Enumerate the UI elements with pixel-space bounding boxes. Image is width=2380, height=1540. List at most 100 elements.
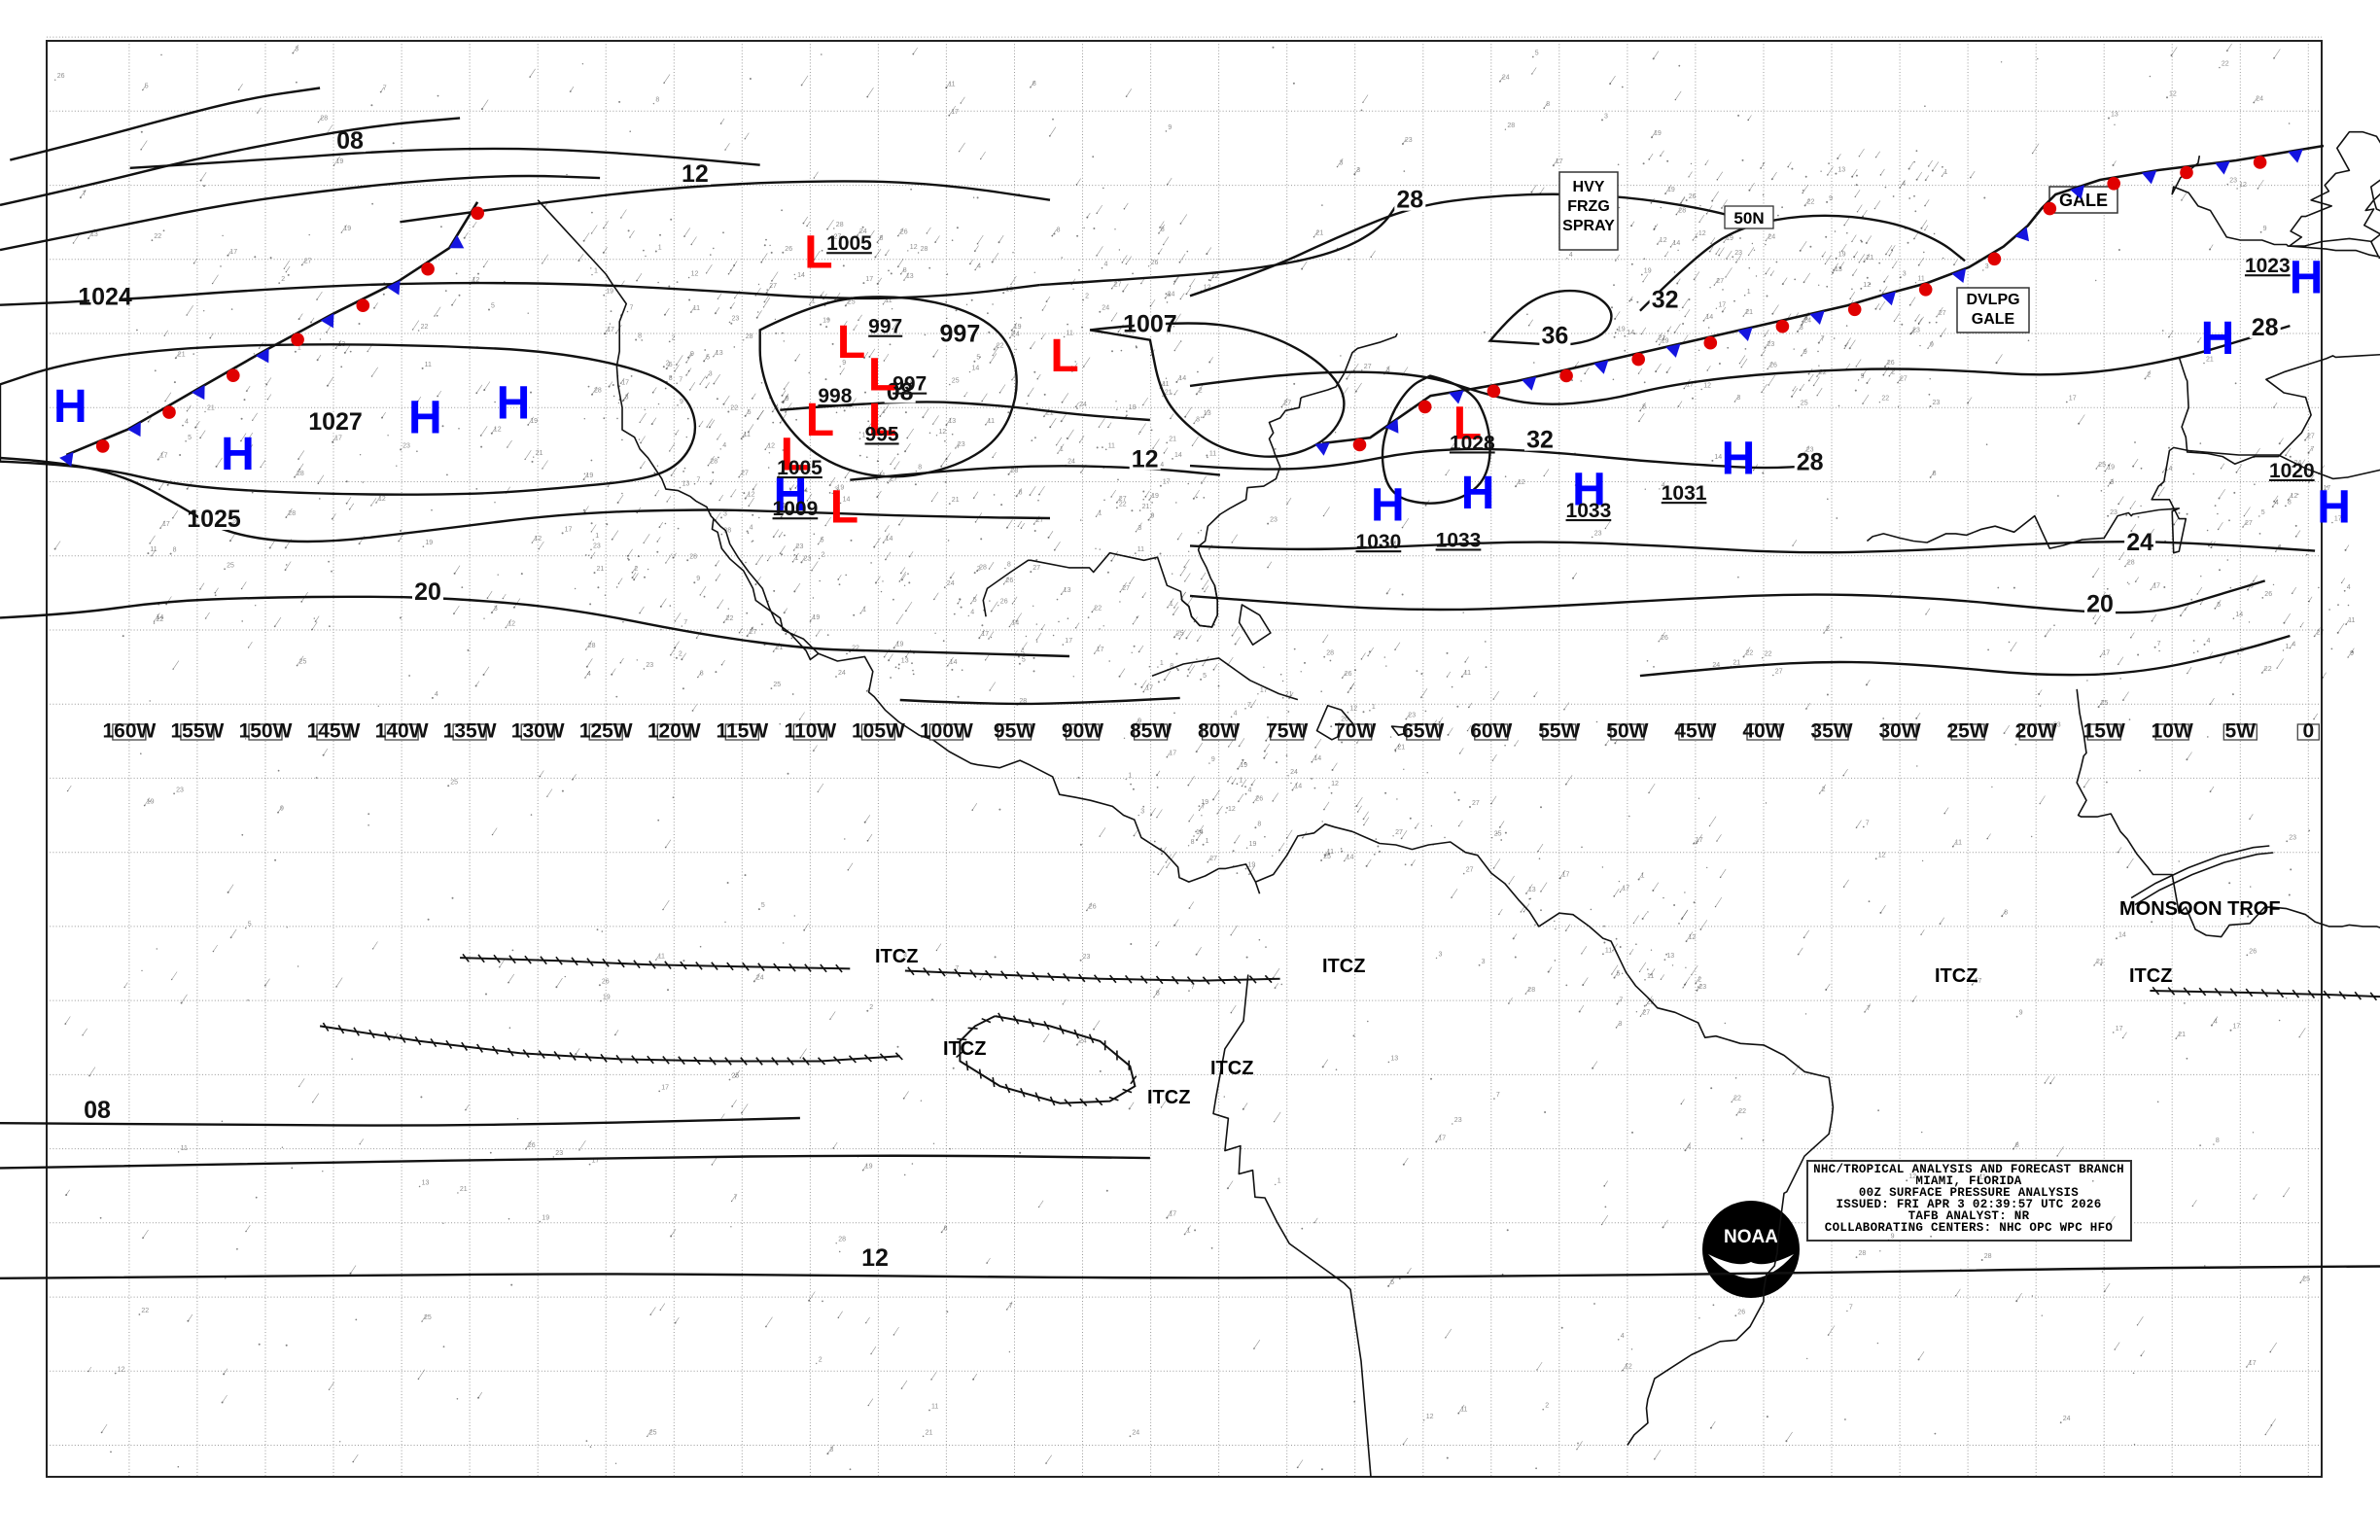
svg-text:1: 1 bbox=[1187, 1228, 1191, 1235]
svg-text:1: 1 bbox=[1641, 873, 1645, 880]
svg-text:11: 11 bbox=[744, 432, 751, 438]
svg-text:17: 17 bbox=[2102, 649, 2110, 656]
svg-text:28: 28 bbox=[297, 471, 304, 477]
svg-text:H: H bbox=[53, 381, 87, 433]
svg-text:1: 1 bbox=[1747, 289, 1751, 296]
svg-text:23: 23 bbox=[176, 787, 184, 793]
svg-text:5: 5 bbox=[188, 435, 192, 441]
svg-text:7: 7 bbox=[2311, 446, 2315, 453]
svg-text:7: 7 bbox=[679, 376, 682, 383]
svg-text:ITCZ: ITCZ bbox=[1210, 1058, 1253, 1079]
svg-text:3: 3 bbox=[1800, 325, 1803, 332]
svg-text:19: 19 bbox=[1667, 187, 1675, 193]
svg-text:45W: 45W bbox=[1674, 720, 1716, 743]
svg-text:22: 22 bbox=[1738, 1108, 1746, 1115]
svg-text:24: 24 bbox=[756, 974, 764, 981]
svg-text:1: 1 bbox=[594, 268, 598, 275]
svg-text:17: 17 bbox=[1622, 885, 1629, 892]
svg-text:H: H bbox=[1722, 433, 1755, 484]
svg-text:0: 0 bbox=[2302, 720, 2314, 743]
svg-text:1007: 1007 bbox=[1123, 310, 1177, 337]
svg-text:22: 22 bbox=[730, 405, 738, 412]
svg-text:8: 8 bbox=[173, 547, 177, 554]
svg-text:23: 23 bbox=[2110, 509, 2118, 516]
svg-text:3: 3 bbox=[1138, 525, 1141, 532]
svg-text:2: 2 bbox=[1891, 369, 1895, 376]
svg-text:4: 4 bbox=[587, 671, 591, 678]
svg-text:23: 23 bbox=[555, 1150, 563, 1157]
svg-text:21: 21 bbox=[178, 351, 186, 358]
svg-text:10W: 10W bbox=[2152, 720, 2193, 743]
svg-text:4: 4 bbox=[435, 691, 438, 698]
svg-text:28: 28 bbox=[1797, 449, 1824, 476]
svg-text:4: 4 bbox=[2214, 1019, 2218, 1026]
svg-text:17: 17 bbox=[607, 327, 614, 333]
svg-text:24: 24 bbox=[2063, 1416, 2071, 1422]
svg-text:4: 4 bbox=[2347, 584, 2351, 591]
svg-text:70W: 70W bbox=[1334, 720, 1376, 743]
svg-text:997: 997 bbox=[868, 316, 902, 338]
svg-text:28: 28 bbox=[1396, 187, 1423, 214]
svg-text:ITCZ: ITCZ bbox=[943, 1038, 986, 1060]
svg-text:21: 21 bbox=[1169, 436, 1176, 442]
svg-text:14: 14 bbox=[2235, 612, 2243, 618]
svg-text:22: 22 bbox=[1746, 650, 1754, 657]
svg-text:2: 2 bbox=[679, 651, 682, 658]
svg-text:155W: 155W bbox=[170, 720, 224, 743]
svg-text:1: 1 bbox=[595, 533, 599, 540]
svg-text:22: 22 bbox=[157, 616, 164, 623]
svg-text:3: 3 bbox=[723, 510, 727, 517]
svg-text:21: 21 bbox=[207, 405, 215, 412]
svg-text:12: 12 bbox=[508, 621, 515, 628]
svg-text:21: 21 bbox=[1142, 504, 1150, 510]
svg-text:28: 28 bbox=[746, 333, 753, 340]
svg-text:4: 4 bbox=[2275, 500, 2279, 507]
svg-text:26: 26 bbox=[1151, 260, 1159, 266]
svg-text:90W: 90W bbox=[1062, 720, 1103, 743]
svg-text:08: 08 bbox=[84, 1097, 111, 1124]
svg-text:4: 4 bbox=[2292, 642, 2295, 648]
svg-text:SPRAY: SPRAY bbox=[1562, 218, 1615, 234]
svg-text:23: 23 bbox=[1405, 137, 1413, 144]
svg-text:17: 17 bbox=[865, 276, 873, 283]
svg-text:28: 28 bbox=[838, 1237, 846, 1243]
svg-text:3: 3 bbox=[2110, 479, 2114, 486]
svg-text:19: 19 bbox=[425, 540, 433, 546]
svg-text:21: 21 bbox=[952, 497, 960, 504]
svg-text:22: 22 bbox=[1094, 605, 1102, 612]
svg-text:19: 19 bbox=[586, 472, 594, 479]
svg-text:28: 28 bbox=[1326, 650, 1334, 657]
svg-text:1: 1 bbox=[812, 298, 816, 304]
svg-text:7: 7 bbox=[383, 86, 387, 92]
svg-text:2: 2 bbox=[1199, 387, 1203, 394]
svg-text:55W: 55W bbox=[1538, 720, 1580, 743]
svg-text:7: 7 bbox=[1821, 336, 1825, 343]
svg-text:17: 17 bbox=[2116, 1026, 2123, 1032]
svg-text:25: 25 bbox=[424, 1314, 432, 1321]
svg-text:120W: 120W bbox=[648, 720, 701, 743]
svg-text:2: 2 bbox=[1085, 294, 1089, 300]
svg-text:13: 13 bbox=[716, 350, 723, 357]
svg-text:12: 12 bbox=[1908, 1173, 1916, 1180]
svg-text:4: 4 bbox=[1687, 1143, 1691, 1150]
svg-text:12: 12 bbox=[767, 442, 775, 449]
svg-text:ITCZ: ITCZ bbox=[1147, 1087, 1190, 1108]
svg-text:4: 4 bbox=[1621, 1333, 1625, 1340]
svg-text:135W: 135W bbox=[443, 720, 497, 743]
svg-text:13: 13 bbox=[1064, 587, 1071, 594]
svg-text:1020: 1020 bbox=[2269, 460, 2315, 482]
svg-text:23: 23 bbox=[796, 543, 804, 550]
svg-text:12: 12 bbox=[1211, 273, 1219, 280]
svg-text:GALE: GALE bbox=[2059, 191, 2108, 210]
svg-text:22: 22 bbox=[141, 1308, 149, 1314]
svg-text:8: 8 bbox=[638, 333, 642, 340]
svg-text:5: 5 bbox=[145, 84, 149, 90]
svg-text:7: 7 bbox=[2157, 641, 2161, 648]
svg-text:2: 2 bbox=[1545, 1403, 1549, 1410]
svg-text:8: 8 bbox=[1007, 562, 1011, 569]
svg-text:1023: 1023 bbox=[2245, 255, 2291, 277]
svg-text:3: 3 bbox=[1140, 809, 1144, 816]
svg-text:2: 2 bbox=[1822, 787, 1826, 793]
svg-text:23: 23 bbox=[803, 555, 811, 562]
svg-text:25W: 25W bbox=[1947, 720, 1989, 743]
